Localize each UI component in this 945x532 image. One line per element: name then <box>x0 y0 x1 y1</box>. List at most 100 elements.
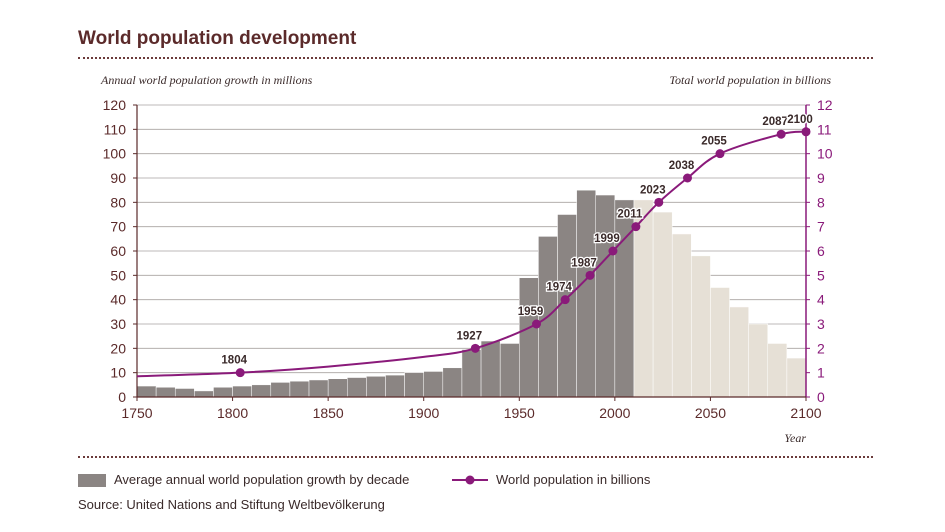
bar-2050 <box>710 287 730 398</box>
left-tick-label: 110 <box>104 121 127 137</box>
population-point-label-2023: 2023 <box>640 184 666 196</box>
bar-1750 <box>136 385 157 398</box>
population-point-2087 <box>776 129 786 139</box>
population-point-1804 <box>235 368 245 378</box>
bar-1840 <box>308 379 329 398</box>
right-tick-label: 0 <box>817 389 825 405</box>
x-tick-label: 1900 <box>408 405 439 421</box>
right-tick-label: 2 <box>817 340 825 356</box>
legend-line-swatch <box>452 475 488 485</box>
left-axis-caption: Annual world population growth in millio… <box>101 73 313 87</box>
source-note: Source: United Nations and Stiftung Welt… <box>78 497 385 512</box>
bar-1900 <box>423 371 444 398</box>
bar-1810 <box>251 384 272 398</box>
x-tick-label: 1950 <box>504 405 535 421</box>
bar-2030 <box>671 233 692 398</box>
bar-1790 <box>213 387 233 398</box>
left-tick-label: 80 <box>110 194 126 210</box>
left-tick-label: 60 <box>110 243 126 259</box>
bar-1950 <box>519 277 539 398</box>
population-point-label-2055: 2055 <box>701 136 727 148</box>
bar-2000 <box>614 199 635 398</box>
population-point-label-2038: 2038 <box>669 160 695 172</box>
left-tick-label: 120 <box>103 97 127 113</box>
bar-1860 <box>347 377 367 398</box>
right-tick-label: 12 <box>817 97 833 113</box>
right-tick-label: 6 <box>817 243 825 259</box>
population-point-2038 <box>682 173 692 183</box>
bar-1760 <box>155 387 176 398</box>
bar-1980 <box>576 189 596 398</box>
bar-1890 <box>404 372 424 398</box>
x-tick-label: 1850 <box>313 405 344 421</box>
population-point-label-1987: 1987 <box>571 257 597 269</box>
x-tick-label: 2100 <box>790 405 821 421</box>
bar-1990 <box>595 194 616 398</box>
left-tick-label: 30 <box>110 316 126 332</box>
population-point-label-1927: 1927 <box>457 330 483 342</box>
population-point-label-1974: 1974 <box>546 282 572 294</box>
population-point-label-2087: 2087 <box>762 116 788 128</box>
left-tick-label: 90 <box>110 170 126 186</box>
left-tick-label: 100 <box>103 146 127 162</box>
left-tick-label: 20 <box>110 340 126 356</box>
bar-1820 <box>270 382 291 398</box>
bar-1780 <box>194 390 214 398</box>
right-tick-label: 9 <box>817 170 825 186</box>
population-point-1927 <box>470 343 480 353</box>
right-tick-label: 4 <box>817 292 825 308</box>
x-tick-label: 2000 <box>599 405 630 421</box>
bar-1770 <box>174 388 195 398</box>
bottom-dotted-divider <box>78 456 873 458</box>
bar-1870 <box>366 376 386 398</box>
population-point-1987 <box>585 270 595 280</box>
bar-2060 <box>729 306 749 398</box>
bar-2020 <box>652 211 673 398</box>
population-point-1959 <box>531 319 541 329</box>
left-tick-label: 70 <box>110 219 126 235</box>
right-tick-label: 11 <box>817 121 832 137</box>
population-point-label-1804: 1804 <box>221 355 247 367</box>
right-tick-label: 7 <box>817 219 825 235</box>
population-line-path <box>136 130 807 378</box>
population-point-2011 <box>631 222 641 232</box>
x-axis-ticks: 1750 1800 1850 1900 1950 2000 2050 2100 <box>121 397 822 421</box>
population-point-2055 <box>715 149 725 159</box>
top-dotted-divider <box>78 57 873 59</box>
x-tick-label: 1800 <box>217 405 248 421</box>
bar-1850 <box>327 378 348 398</box>
population-point-label-1959: 1959 <box>518 306 544 318</box>
x-axis-caption: Year <box>784 431 806 445</box>
bar-1830 <box>289 380 310 398</box>
population-point-2023 <box>654 197 664 207</box>
left-tick-label: 0 <box>118 389 126 405</box>
right-tick-label: 10 <box>817 146 833 162</box>
left-tick-label: 10 <box>110 365 126 381</box>
bar-1920 <box>461 349 482 398</box>
bar-2070 <box>748 323 769 398</box>
right-tick-label: 1 <box>817 365 825 381</box>
legend-bar-label: Average annual world population growth b… <box>114 472 410 487</box>
x-tick-label: 1750 <box>121 405 152 421</box>
right-tick-label: 3 <box>817 316 825 332</box>
left-tick-label: 40 <box>110 292 126 308</box>
population-chart: 1804192719591974198719992011202320382055… <box>103 97 833 445</box>
bar-1930 <box>480 340 501 398</box>
population-point-1999 <box>608 246 618 256</box>
legend-line-label: World population in billions <box>496 472 651 487</box>
population-point-label-2011: 2011 <box>617 209 643 221</box>
legend-bar-swatch <box>78 474 106 487</box>
population-point-1974 <box>560 295 570 305</box>
bar-2090 <box>786 357 807 398</box>
bar-1910 <box>442 367 463 398</box>
bar-2080 <box>767 343 788 398</box>
left-tick-label: 50 <box>110 267 126 283</box>
x-tick-label: 2050 <box>695 405 726 421</box>
population-point-2100 <box>801 127 811 137</box>
bar-1800 <box>232 385 252 398</box>
population-point-label-1999: 1999 <box>594 233 620 245</box>
bar-2040 <box>691 255 711 398</box>
right-tick-label: 5 <box>817 267 825 283</box>
